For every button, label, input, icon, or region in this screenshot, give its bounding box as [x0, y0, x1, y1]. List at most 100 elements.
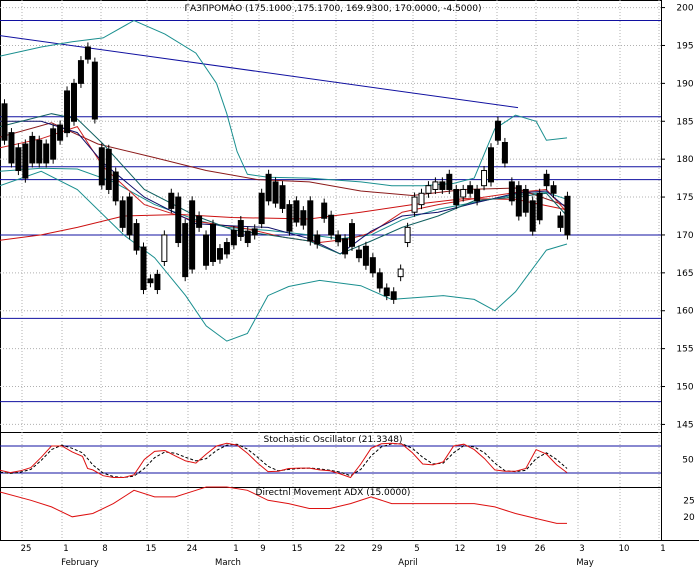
y-tick-label: 200	[676, 4, 693, 14]
candle-bearish	[564, 195, 571, 236]
candle-bearish	[203, 234, 210, 266]
candle-bearish	[488, 147, 494, 183]
candle-bearish	[175, 196, 182, 244]
axis-labels: 1451501551601651701751801851901952005020…	[21, 4, 695, 568]
y-tick-label: 155	[676, 345, 693, 355]
candle-bearish	[84, 46, 91, 60]
candle-bullish	[425, 185, 432, 194]
candle-bullish	[397, 268, 404, 278]
candle-bearish	[91, 61, 98, 120]
y-tick-label: 185	[676, 117, 693, 127]
adx-line	[0, 486, 567, 524]
candle-bearish	[300, 210, 307, 226]
candle-bullish	[404, 226, 411, 244]
candle-bearish	[362, 245, 369, 266]
candle-bearish	[550, 185, 557, 194]
candle-bearish	[536, 192, 543, 221]
adx-title: Directnl Movement ADX (15.0000)	[256, 488, 411, 498]
candle-bearish	[251, 228, 258, 236]
candle-bearish	[508, 181, 515, 202]
candle-bullish	[460, 188, 467, 198]
candle-bearish	[369, 257, 376, 274]
candle-bearish	[390, 291, 397, 300]
candle-bearish	[57, 124, 64, 141]
candle-bearish	[383, 287, 390, 297]
candle-bullish	[161, 234, 168, 262]
candle-bearish	[522, 188, 529, 213]
candle-bearish	[112, 171, 119, 202]
candle-bearish	[36, 139, 43, 164]
y-tick-label: 160	[676, 307, 693, 317]
x-tick-label: 8	[102, 544, 107, 554]
candle-bearish	[126, 196, 133, 236]
candle-bearish	[50, 128, 57, 160]
candle-bearish	[494, 120, 501, 141]
x-tick-label: 25	[21, 544, 32, 554]
candle-bearish	[43, 143, 50, 164]
chart-frame	[0, 0, 699, 541]
candle-bearish	[335, 234, 342, 243]
x-tick-label: 1	[660, 544, 665, 554]
stochastic-k-line	[0, 442, 568, 479]
candle-bearish	[258, 192, 265, 225]
candle-bearish	[467, 185, 474, 194]
candlesticks	[1, 42, 571, 304]
horizontal-levels	[0, 19, 661, 474]
price-chart-title: ГАЗПРОМАО (175.1000 ,175.1700, 169.9300,…	[185, 4, 482, 14]
moving-average-slow	[0, 198, 568, 241]
candle-bearish	[64, 90, 71, 134]
candle-bearish	[244, 230, 251, 244]
candle-bearish	[237, 220, 244, 237]
x-tick-label: 15	[146, 544, 157, 554]
stochastic-d-line	[0, 443, 568, 479]
candle-bullish	[418, 192, 425, 206]
y-tick-label: 195	[676, 41, 693, 51]
candle-bearish	[230, 229, 237, 246]
candle-bearish	[223, 242, 230, 255]
x-tick-label: 3	[579, 544, 584, 554]
candle-bearish	[154, 273, 161, 291]
candle-bearish	[98, 147, 105, 186]
candle-bearish	[265, 173, 272, 202]
y-tick-label: 190	[676, 79, 693, 89]
candle-bearish	[439, 181, 446, 190]
candle-bearish	[355, 249, 362, 259]
candle-bearish	[8, 132, 15, 164]
gridlines	[0, 0, 661, 540]
candle-bullish	[481, 170, 488, 187]
candle-bearish	[314, 234, 321, 245]
candle-bearish	[196, 215, 203, 228]
candle-bearish	[474, 188, 481, 202]
stochastic-title: Stochastic Oscillator (21.3348)	[263, 435, 402, 445]
x-tick-label: 26	[535, 544, 546, 554]
x-tick-label: 1	[63, 544, 68, 554]
candle-bearish	[168, 192, 175, 209]
month-label: May	[576, 558, 594, 568]
candle-bearish	[529, 200, 536, 232]
month-label: February	[61, 558, 99, 568]
x-tick-label: 5	[414, 544, 419, 554]
candle-bearish	[557, 215, 564, 228]
candle-bearish	[105, 148, 112, 190]
candle-bearish	[279, 185, 286, 209]
candle-bearish	[501, 141, 508, 164]
y-tick-label: 165	[676, 269, 693, 279]
candle-bearish	[376, 272, 383, 289]
candle-bearish	[71, 82, 77, 122]
candle-bearish	[189, 200, 196, 270]
candle-bearish	[515, 185, 522, 217]
candle-bearish	[453, 188, 460, 206]
candle-bearish	[342, 238, 349, 255]
x-tick-label: 1	[233, 544, 238, 554]
candle-bearish	[286, 204, 293, 232]
month-label: April	[398, 558, 417, 568]
candle-bearish	[29, 135, 36, 164]
candle-bearish	[210, 223, 216, 262]
y-tick-label: 175	[676, 193, 693, 203]
candle-bearish	[543, 173, 550, 187]
candle-bearish	[1, 103, 8, 141]
x-tick-label: 24	[187, 544, 198, 554]
candle-bearish	[147, 278, 154, 284]
candle-bearish	[349, 223, 355, 247]
